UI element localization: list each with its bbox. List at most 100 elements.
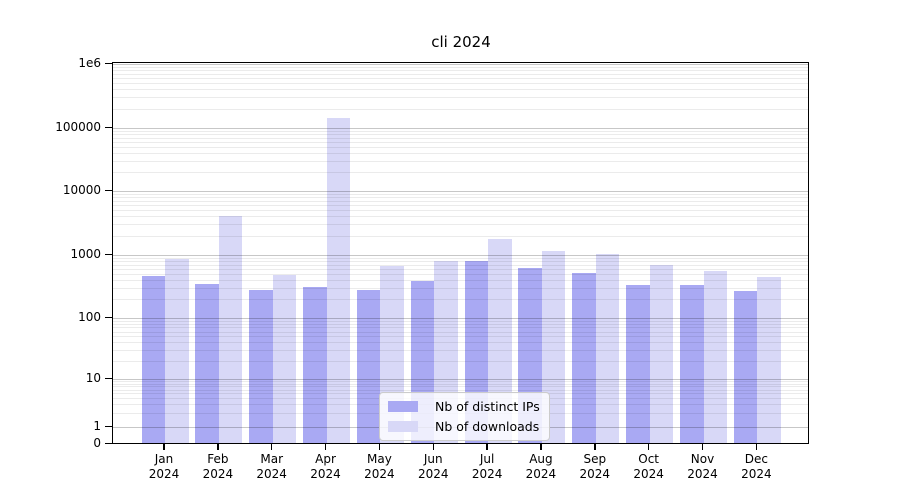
gridline-minor [113,134,808,136]
bar-distinct-ips-nov [680,285,704,443]
gridline-minor [113,70,808,72]
legend-entry-downloads: Nb of downloads [388,419,540,434]
gridline-minor [113,389,808,391]
gridline-minor [113,83,808,85]
legend-swatch-downloads [388,421,418,432]
x-axis-tick-label: Dec 2024 [741,452,772,481]
gridline-major [113,64,808,65]
y-axis-tick [105,62,112,64]
x-axis-tick-label: Jan 2024 [148,452,180,481]
gridline-major [113,255,808,256]
gridline-minor [113,261,808,263]
x-axis-tick-label: Apr 2024 [310,452,341,481]
gridline-minor [113,287,808,289]
gridline-minor [113,153,808,155]
x-axis-tick-label: Sep 2024 [579,452,611,481]
gridline-minor [113,89,808,91]
chart-title: cli 2024 [431,33,491,51]
x-axis-tick [270,444,273,450]
bar-distinct-ips-sep [572,272,596,443]
y-axis-tick-label: 1e6 [78,56,101,70]
plot-area [112,62,809,444]
gridline-minor [113,280,808,282]
gridline-minor [113,381,808,383]
bar-downloads-feb [218,216,243,443]
gridline-minor [113,66,808,68]
gridline-minor [113,268,808,270]
gridline-minor [113,160,808,162]
gridline-minor [113,327,808,329]
x-axis-tick [647,444,650,450]
y-axis-tick [105,442,112,444]
gridline-minor [113,323,808,325]
bar-downloads-oct [649,264,674,443]
x-axis-tick-label: Jul 2024 [471,452,503,481]
gridline-minor [113,349,808,351]
gridline-minor [113,172,808,174]
x-axis-tick [163,444,165,450]
gridline-minor [113,386,808,388]
x-axis-tick [594,444,596,450]
x-axis-tick [378,444,381,450]
gridline-minor [113,299,808,301]
legend-swatch-distinct-ips [388,401,418,412]
x-axis-tick [755,444,758,450]
gridline-major [113,191,808,192]
bar-downloads-jan [165,259,189,443]
legend: Nb of distinct IPs Nb of downloads [379,392,550,441]
gridline-minor [113,320,808,322]
gridline-minor [113,224,808,226]
x-axis-tick-label: Feb 2024 [202,452,234,481]
bar-downloads-dec [757,277,781,443]
gridline-minor [113,360,808,362]
bar-downloads-nov [703,270,727,443]
y-axis-tick [105,316,112,318]
y-axis-tick-label: 1 [93,419,101,433]
x-axis-tick [432,444,434,450]
bar-distinct-ips-feb [195,283,219,443]
y-axis-tick [105,425,112,427]
x-axis-tick-label: Nov 2024 [687,452,718,481]
gridline-minor [113,342,808,344]
y-axis-tick [105,189,112,191]
gridline-minor [113,264,808,266]
gridline-minor [113,383,808,385]
bar-distinct-ips-oct [626,285,650,443]
y-axis-tick-label: 10000 [62,183,101,197]
bar-distinct-ips-dec [733,290,758,443]
y-axis-tick [105,126,112,128]
gridline-major [113,128,808,129]
bar-distinct-ips-apr [303,286,327,443]
gridline-minor [113,146,808,148]
gridline-minor [113,78,808,80]
bar-downloads-apr [326,117,351,443]
gridline-minor [113,273,808,275]
gridline-minor [113,197,808,199]
x-axis-tick-label: Jun 2024 [417,452,449,481]
x-axis-tick-label: Mar 2024 [256,452,287,481]
bar-distinct-ips-may [356,289,381,443]
gridline-minor [113,97,808,99]
gridline-minor [113,210,808,212]
gridline-major [113,379,808,380]
bar-downloads-mar [272,275,297,443]
x-axis-tick [701,444,704,450]
y-axis-tick-label: 1000 [70,247,101,261]
x-axis-tick [540,444,542,450]
x-axis-tick [324,444,327,450]
gridline-major [113,318,808,319]
gridline-minor [113,216,808,218]
gridline-minor [113,331,808,333]
legend-entry-distinct-ips: Nb of distinct IPs [388,399,540,414]
x-axis-tick [217,444,219,450]
y-axis-tick-label: 100000 [55,120,101,134]
bar-distinct-ips-jan [141,275,165,443]
x-axis-tick-label: Aug 2024 [525,452,557,481]
gridline-minor [113,137,808,139]
gridline-minor [113,73,808,75]
gridline-minor [113,193,808,195]
legend-label-downloads: Nb of downloads [435,419,540,434]
x-axis-tick-label: May 2024 [364,452,395,481]
gridline-minor [113,336,808,338]
